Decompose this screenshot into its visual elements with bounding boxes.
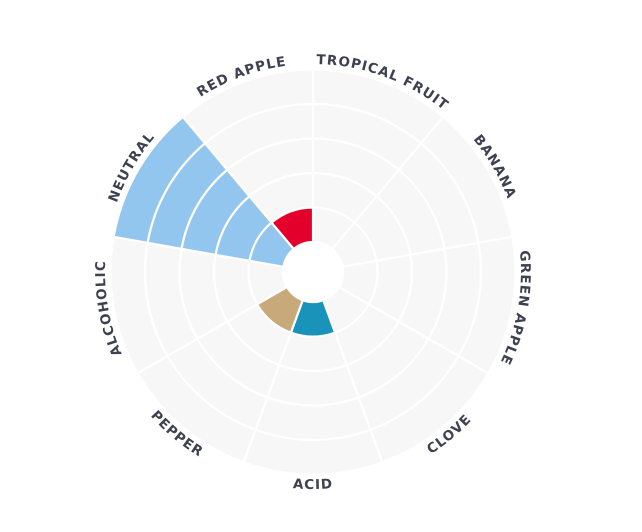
center-hole — [284, 243, 342, 301]
category-label-acid: ACID — [292, 476, 333, 493]
category-label-text-acid: ACID — [292, 476, 332, 493]
grid-cell-red-apple-5 — [181, 68, 315, 145]
bar-neutral-segment-5[interactable] — [112, 115, 207, 245]
bar-red-apple-segment-1[interactable] — [269, 206, 315, 251]
grid-cell-acid-3 — [265, 363, 361, 407]
data-sectors — [112, 115, 342, 338]
bar-pepper-segment-1[interactable] — [255, 285, 305, 335]
